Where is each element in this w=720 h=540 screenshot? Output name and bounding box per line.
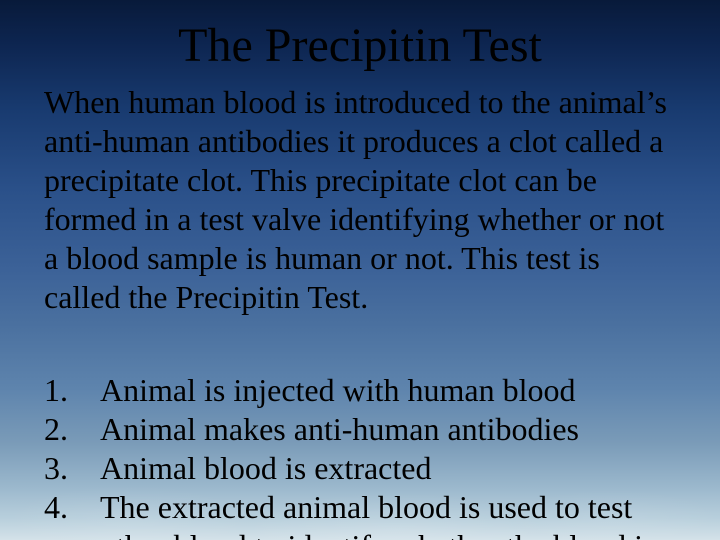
steps-list: 1. Animal is injected with human blood 2…: [44, 371, 676, 540]
step-number: 2.: [44, 410, 100, 449]
step-number: 1.: [44, 371, 100, 410]
step-row: 1. Animal is injected with human blood: [44, 371, 676, 410]
step-text: Animal makes anti-human antibodies: [100, 410, 579, 449]
step-text: Animal blood is extracted: [100, 449, 431, 488]
step-row: 3. Animal blood is extracted: [44, 449, 676, 488]
slide: The Precipitin Test When human blood is …: [0, 0, 720, 540]
step-number: 4.: [44, 488, 100, 540]
step-row: 4. The extracted animal blood is used to…: [44, 488, 676, 540]
step-text: Animal is injected with human blood: [100, 371, 575, 410]
step-text: The extracted animal blood is used to te…: [100, 488, 676, 540]
step-number: 3.: [44, 449, 100, 488]
slide-title: The Precipitin Test: [44, 18, 676, 73]
slide-body-text: When human blood is introduced to the an…: [44, 83, 676, 317]
step-row: 2. Animal makes anti-human antibodies: [44, 410, 676, 449]
